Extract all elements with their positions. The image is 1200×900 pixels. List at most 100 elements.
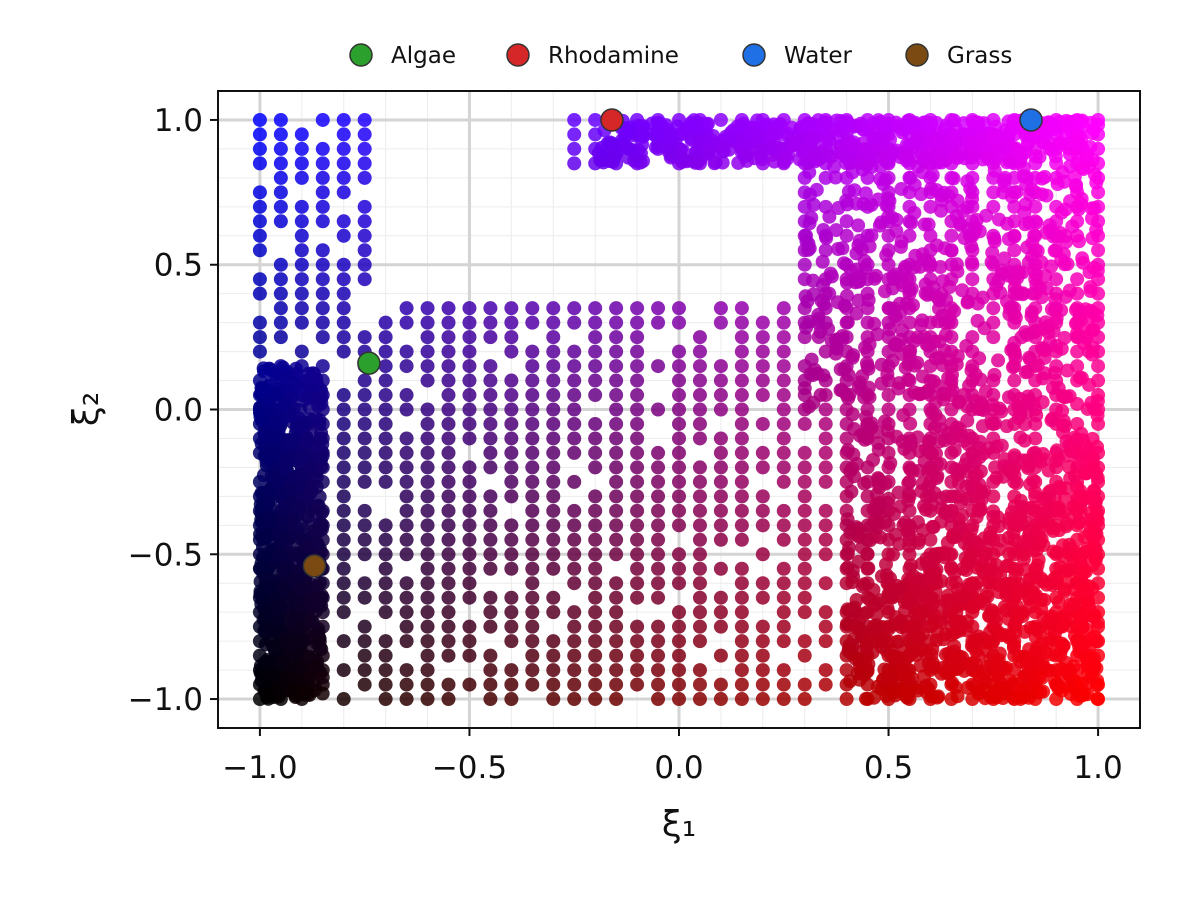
background-point <box>713 605 728 620</box>
background-point <box>1058 202 1073 217</box>
background-point <box>917 253 932 268</box>
background-point <box>525 416 540 431</box>
background-point <box>651 677 666 692</box>
background-point <box>483 330 498 345</box>
background-point <box>921 217 936 232</box>
background-point <box>822 286 837 301</box>
background-point <box>672 692 686 707</box>
background-point <box>273 112 288 127</box>
background-point <box>755 460 770 475</box>
background-point <box>1051 595 1066 610</box>
background-point <box>483 692 498 707</box>
background-point <box>904 215 919 230</box>
background-point <box>880 601 895 616</box>
background-point <box>692 532 707 547</box>
background-point <box>888 610 903 625</box>
background-point <box>567 648 582 663</box>
y-tick-label: −1.0 <box>128 682 203 718</box>
background-point <box>1044 413 1059 428</box>
background-point <box>525 663 540 678</box>
background-point <box>588 619 603 634</box>
background-point <box>797 590 812 605</box>
background-point <box>651 692 666 707</box>
background-point <box>672 301 686 316</box>
background-point <box>895 323 910 338</box>
background-point <box>483 460 498 475</box>
background-point <box>588 388 603 403</box>
background-point <box>378 359 393 374</box>
background-point <box>357 228 372 243</box>
background-point <box>441 590 456 605</box>
background-point <box>755 590 770 605</box>
background-point <box>525 605 540 620</box>
background-point <box>755 547 770 562</box>
background-point <box>651 532 666 547</box>
background-point <box>866 690 881 705</box>
background-point <box>999 419 1014 434</box>
background-point <box>1006 526 1021 541</box>
background-point <box>1027 506 1042 521</box>
background-point <box>378 532 393 547</box>
background-point <box>692 344 707 359</box>
background-point <box>1030 558 1045 573</box>
background-point <box>525 619 540 634</box>
background-point <box>336 344 351 359</box>
background-point <box>672 359 686 374</box>
background-point <box>776 576 791 591</box>
background-point <box>483 431 498 446</box>
background-point <box>310 579 325 594</box>
background-point <box>651 445 666 460</box>
background-point <box>462 489 477 504</box>
background-point <box>441 402 456 417</box>
background-point <box>802 216 817 231</box>
background-point <box>420 605 435 620</box>
x-tick-label: 0.0 <box>654 750 703 786</box>
background-point <box>672 315 686 330</box>
background-point <box>399 344 414 359</box>
background-point <box>483 388 498 403</box>
background-point <box>734 402 749 417</box>
background-point <box>567 518 582 533</box>
background-point <box>713 388 728 403</box>
background-point <box>984 255 999 270</box>
background-point <box>904 281 919 296</box>
background-point <box>420 301 435 316</box>
background-point <box>302 382 317 397</box>
y-axis-ticks: −1.0 −0.5 0.0 0.5 1.0 <box>128 103 218 718</box>
background-point <box>588 677 603 692</box>
background-point <box>1090 263 1105 278</box>
background-point <box>1071 148 1086 163</box>
background-point <box>336 547 351 562</box>
background-point <box>483 301 498 316</box>
background-point <box>567 561 582 576</box>
background-point <box>441 460 456 475</box>
background-point <box>1084 309 1099 324</box>
background-point <box>504 388 519 403</box>
background-point <box>844 484 859 499</box>
background-point <box>1087 201 1102 216</box>
background-point <box>1010 398 1025 413</box>
background-point <box>1020 364 1035 379</box>
background-point <box>588 344 603 359</box>
background-point <box>861 561 876 576</box>
background-point <box>692 590 707 605</box>
background-point <box>797 257 812 272</box>
background-point <box>1028 588 1043 603</box>
background-point <box>588 576 603 591</box>
background-point <box>441 634 456 649</box>
marker-water <box>1019 108 1043 132</box>
background-point <box>315 141 330 156</box>
background-point <box>1065 219 1080 234</box>
background-point <box>1087 484 1102 499</box>
background-point <box>594 140 609 155</box>
background-point <box>1021 533 1036 548</box>
background-point <box>504 315 519 330</box>
background-point <box>874 639 889 654</box>
background-point <box>901 476 916 491</box>
background-point <box>378 518 393 533</box>
background-point <box>483 648 498 663</box>
background-point <box>630 677 645 692</box>
background-point <box>977 596 992 611</box>
background-point <box>672 388 686 403</box>
background-point <box>378 663 393 678</box>
